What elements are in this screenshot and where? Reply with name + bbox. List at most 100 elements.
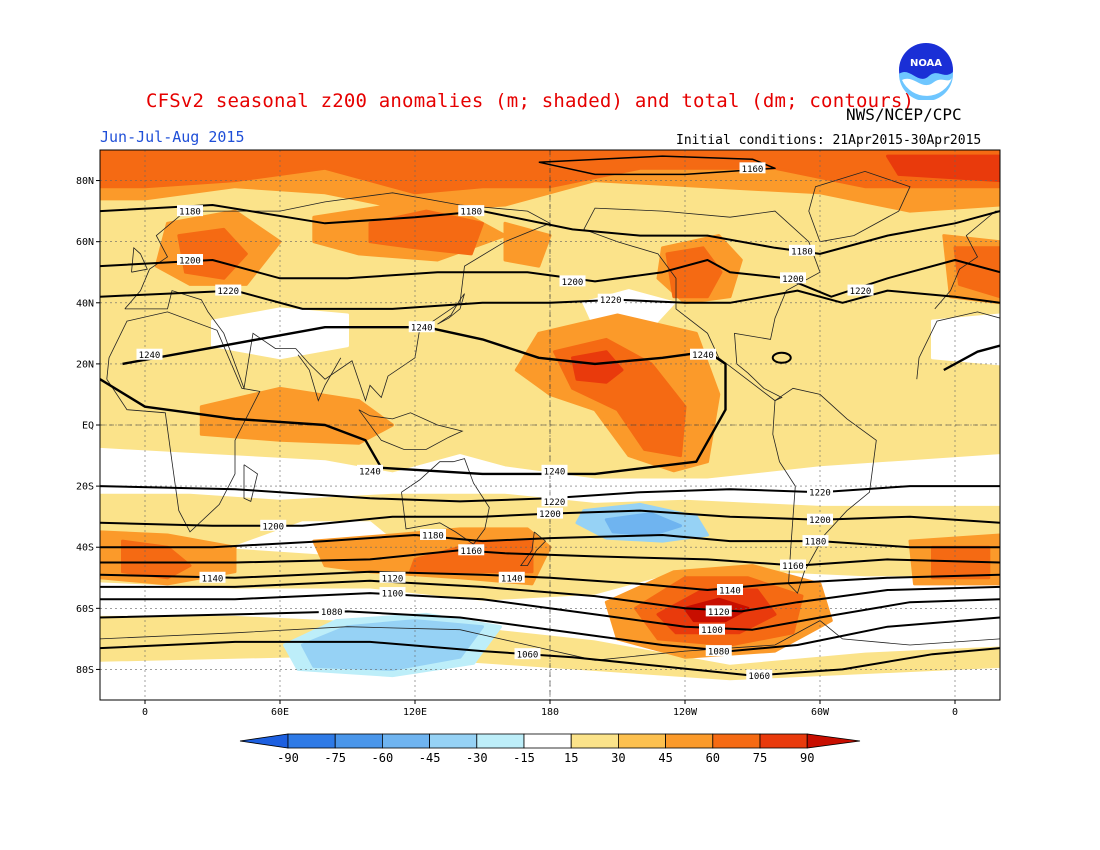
coast-greenland [808, 170, 911, 243]
contour-label-bg [690, 348, 716, 360]
contour-label: 1200 [559, 275, 586, 288]
colorbar-bin [429, 733, 478, 749]
logo-text: NOAA [910, 58, 942, 69]
contour-label-bg [705, 645, 732, 657]
coast-antarctica [100, 620, 1000, 661]
colorbar-bin [759, 733, 808, 749]
contour-label: 1200 [780, 272, 806, 285]
contour-label: 1220 [597, 293, 624, 306]
contour-label: 1220 [847, 284, 874, 297]
contour-label-text: 1200 [782, 275, 804, 285]
contour-label-text: 1180 [422, 532, 444, 542]
lat-label: 60S [76, 604, 94, 615]
colorbar-bin [523, 733, 572, 749]
noaa-logo-icon: NOAA [897, 41, 955, 100]
contour-label-text: 1160 [742, 165, 764, 175]
lon-label: 180 [541, 707, 559, 718]
contour-label-bg [199, 571, 226, 583]
contour-label-bg [807, 486, 833, 498]
contour-c1240-b [943, 344, 1000, 372]
shade-white-asia-north [211, 307, 349, 360]
contour-label-text: 1080 [321, 608, 343, 618]
contour-label-bg [699, 623, 725, 635]
contour-label: 1080 [705, 645, 732, 658]
colorbar-label: 60 [706, 751, 720, 765]
contour-c1120-s [100, 579, 1000, 613]
coast-madagascar [243, 464, 258, 502]
contour-label: 1120 [379, 571, 406, 584]
contour-label-text: 1240 [411, 324, 433, 334]
coast-africa-repeat [916, 311, 1000, 380]
lat-label: 20N [76, 359, 94, 370]
coast-australia [401, 458, 490, 545]
contour-label-text: 1120 [382, 574, 404, 584]
contour-label: 1140 [717, 584, 743, 597]
lat-label: 80N [76, 176, 94, 187]
lon-label: 60W [811, 707, 830, 718]
contour-label-text: 1200 [262, 522, 284, 532]
contour-label-text: 1180 [805, 538, 827, 548]
contour-label-bg [717, 584, 743, 595]
contour-label: 1160 [780, 559, 806, 572]
colorbar-bin [476, 733, 525, 749]
contour-label: 1220 [215, 284, 242, 297]
colorbar: -90 -75 -60 -45 -30 -15 15 30 45 60 75 90 [239, 733, 861, 765]
colorbar-label: 90 [800, 751, 814, 765]
contour-label: 1120 [705, 605, 732, 618]
colorbar-label: -75 [324, 751, 346, 765]
contour-label: 1160 [458, 544, 485, 557]
contour-label: 1180 [802, 535, 829, 548]
contour-label-text: 1180 [791, 247, 813, 257]
contour-label-bg [260, 519, 287, 531]
contour-label-text: 1200 [179, 257, 201, 267]
contour-labels: 1160 1180 1180 1180 1200 1200 1200 1220 1220 1220… [136, 162, 874, 682]
contour-c1180 [100, 204, 1000, 255]
contour-label: 1220 [807, 486, 833, 499]
coast-europe-repeat [934, 210, 1000, 310]
contour-label-text: 1220 [850, 287, 872, 297]
contour-label: 1060 [746, 669, 773, 682]
shade-arctic-75 [886, 154, 1000, 183]
shade-white-atlantic [931, 313, 1000, 366]
contour-label-text: 1220 [217, 287, 239, 297]
contour-label-bg [705, 605, 732, 617]
coast-japan [437, 293, 465, 325]
contour-label-text: 1140 [719, 587, 741, 597]
lon-label: 120W [673, 707, 698, 718]
contour-label: 1180 [420, 529, 446, 542]
contour-label-text: 1240 [359, 467, 381, 477]
contour-label-text: 1160 [782, 562, 804, 572]
contour-label-text: 1200 [562, 278, 584, 288]
colorbar-label: -60 [372, 751, 394, 765]
lat-label: 20S [76, 482, 94, 493]
contour-label: 1180 [458, 205, 485, 218]
lat-label: 60N [76, 237, 94, 248]
contour-c1080-s [100, 610, 1000, 653]
coast-samerica [772, 387, 877, 594]
contour-label: 1240 [408, 321, 435, 334]
contour-closed-caribbean [771, 351, 792, 364]
colorbar-label: 75 [753, 751, 767, 765]
contour-label-bg [458, 205, 485, 217]
contour-label-bg [420, 529, 446, 540]
shade-satl-60 [121, 539, 192, 580]
contour-label: 1100 [699, 623, 725, 636]
contour-label-bg [318, 605, 345, 617]
contour-label: 1080 [318, 605, 345, 618]
contour-label-bg [802, 535, 829, 547]
contour-label-bg [541, 495, 568, 507]
lat-label: EQ [82, 421, 94, 432]
contour-label: 1240 [690, 348, 716, 361]
initial-conditions-label: Initial conditions: 21Apr2015-30Apr2015 [676, 133, 982, 148]
contour-c1140-s [100, 570, 1000, 591]
contour-label: 1100 [379, 587, 406, 600]
contour-label-text: 1140 [501, 574, 523, 584]
contour-label-bg [597, 293, 624, 305]
contour-label-text: 1240 [692, 351, 714, 361]
coast-uk [131, 246, 148, 273]
colorbar-bin [287, 733, 336, 749]
contour-label-text: 1240 [544, 467, 566, 477]
contour-label: 1240 [357, 464, 383, 477]
contour-label-bg [514, 648, 541, 660]
contour-label-text: 1220 [600, 296, 622, 306]
